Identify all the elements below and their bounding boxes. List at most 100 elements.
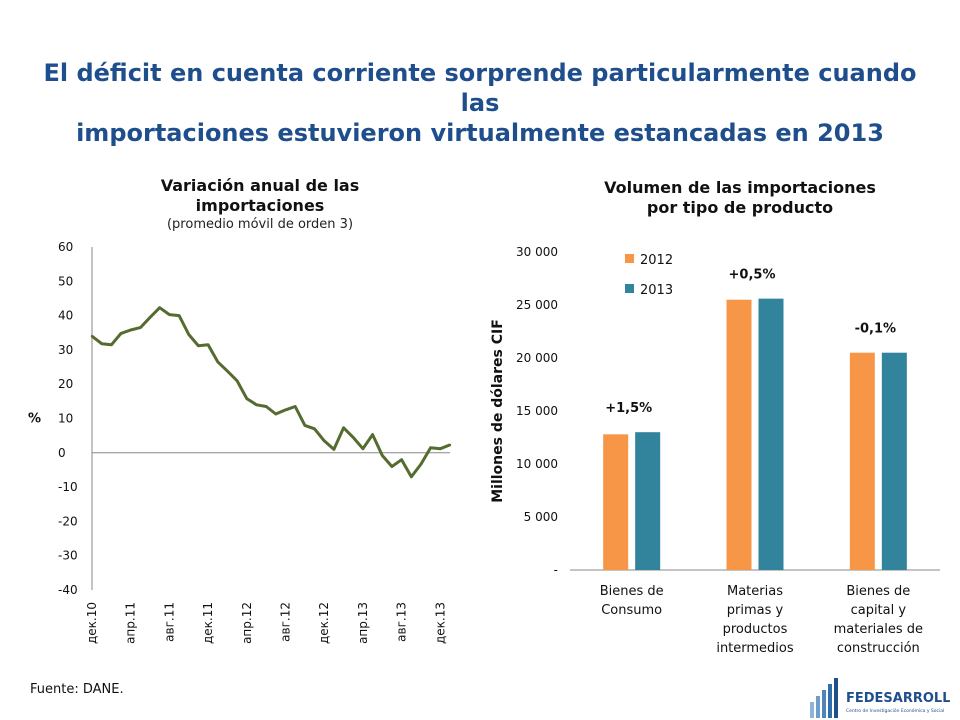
line-chart-data-point	[245, 397, 249, 400]
line-chart-x-tick-label: дек.10	[85, 602, 99, 644]
bar-2013-cat-3	[881, 352, 907, 570]
line-chart-data-point	[352, 436, 355, 439]
bar-chart-category-label: productos	[723, 622, 788, 637]
bar-chart-category-label: Materias	[727, 584, 783, 599]
line-chart-x-tick-label: авг.13	[395, 602, 409, 642]
line-chart-x-tick-label: апр.11	[124, 602, 138, 644]
line-chart-data-point	[293, 405, 297, 408]
line-chart-x-tick-label: дек.12	[317, 602, 331, 644]
line-chart-data-point	[439, 447, 442, 450]
logo-subtext: Centro de Investigación Económica y Soci…	[846, 707, 944, 714]
line-chart-data-point	[303, 424, 307, 427]
bar-2013-cat-2	[758, 298, 784, 570]
line-chart-data-point	[361, 447, 365, 450]
line-chart-data-point	[400, 458, 403, 461]
line-chart-data-point	[226, 369, 229, 373]
bar-chart-y-tick-label: -	[554, 563, 558, 577]
line-chart-data-point	[90, 334, 94, 338]
line-chart-data-point	[342, 426, 345, 429]
bar-chart-y-tick-label: 10 000	[516, 457, 558, 471]
line-chart-data-point	[313, 427, 316, 430]
logo-bars-icon	[810, 678, 838, 718]
line-chart-data-point	[381, 454, 384, 457]
line-chart: 60 50 40 30 20 10 0 -10 -20 -30 -40% дек.10 апр.11 ав…	[28, 240, 452, 644]
slide-title: El déficit en cuenta corriente sorprende…	[20, 58, 940, 148]
bar-chart-annotation: +1,5%	[605, 401, 652, 416]
bar-chart-category-label: Consumo	[601, 603, 662, 618]
line-chart-y-tick-label: 50	[58, 274, 73, 288]
bar-chart-annotation: +0,5%	[729, 268, 776, 283]
line-chart-title: Variación anual de las importaciones	[160, 176, 360, 215]
legend-swatch-2013	[625, 284, 634, 293]
line-chart-data-point	[255, 403, 258, 406]
line-chart-data-point	[448, 443, 452, 447]
bar-chart-category-label: intermedios	[716, 641, 794, 656]
line-chart-data-point	[139, 326, 142, 329]
line-chart-series-line	[91, 306, 451, 479]
line-chart-heading: Variación anual de las importaciones (pr…	[90, 176, 430, 234]
line-chart-data-point	[235, 379, 239, 382]
line-chart-x-tick-label: авг.11	[162, 602, 176, 642]
bar-2012-cat-3	[849, 352, 875, 570]
line-chart-subtitle: (promedio móvil de orden 3)	[166, 217, 354, 232]
line-chart-data-point	[410, 475, 413, 479]
line-chart-data-point	[158, 306, 161, 309]
bar-chart-category-label: Bienes de	[846, 584, 910, 599]
fedesarrollo-logo: FEDESARROLLO Centro de Investigación Eco…	[810, 678, 950, 718]
line-chart-data-point	[119, 332, 123, 335]
line-chart-x-tick-label: дек.13	[433, 602, 447, 644]
line-chart-y-tick-label: -20	[58, 514, 78, 528]
line-chart-data-point	[100, 342, 103, 345]
bar-chart: 30 000 25 000 20 000 15 000 10 000 5 000 - Mill…	[490, 245, 940, 656]
line-chart-y-tick-label: -30	[58, 549, 78, 563]
bar-chart-y-tick-label: 15 000	[516, 404, 558, 418]
line-chart-x-tick-label: дек.11	[201, 602, 215, 644]
bar-chart-y-tick-label: 25 000	[516, 298, 558, 312]
line-chart-y-tick-label: 10	[58, 412, 73, 426]
line-chart-y-tick-label: 0	[58, 446, 66, 460]
line-chart-data-point	[429, 446, 432, 449]
legend-label-2012: 2012	[640, 253, 673, 268]
bar-chart-annotation: -0,1%	[855, 322, 896, 337]
line-chart-data-point	[206, 343, 210, 346]
bar-chart-y-label: Millones de dólares CIF	[490, 319, 506, 503]
source-note: Fuente: DANE.	[30, 682, 124, 697]
line-chart-data-point	[274, 412, 278, 416]
line-chart-data-point	[419, 462, 423, 466]
line-chart-data-point	[284, 408, 287, 412]
line-chart-x-tick-label: авг.12	[279, 602, 293, 642]
bar-chart-category-label: Bienes de	[600, 584, 664, 599]
bar-chart-category-label: materiales de	[834, 622, 923, 637]
line-chart-x-tick-label: апр.12	[240, 602, 254, 644]
line-chart-data-point	[197, 344, 200, 347]
line-chart-y-label: %	[28, 412, 41, 427]
bar-chart-category-label: primas y	[727, 603, 784, 618]
bar-chart-category-label: construcción	[837, 641, 920, 656]
line-chart-y-tick-label: 60	[58, 240, 73, 254]
bar-2013-cat-1	[635, 432, 661, 570]
slide-title-line-2: importaciones estuvieron virtualmente es…	[76, 119, 884, 147]
bar-chart-y-tick-label: 5 000	[524, 510, 558, 524]
line-chart-data-point	[323, 439, 326, 442]
line-chart-x-tick-label: апр.13	[356, 602, 370, 644]
line-chart-y-tick-label: 20	[58, 377, 73, 391]
line-chart-data-point	[129, 328, 132, 332]
bar-chart-heading: Volumen de las importaciones por tipo de…	[560, 178, 920, 218]
line-chart-data-point	[177, 314, 181, 317]
bar-2012-cat-1	[603, 434, 629, 570]
line-chart-data-point	[332, 448, 336, 451]
bar-chart-category-label: capital y	[851, 603, 907, 618]
line-chart-y-tick-label: 30	[58, 343, 73, 357]
bar-2012-cat-2	[726, 299, 752, 570]
line-chart-y-tick-label: -40	[58, 583, 78, 597]
line-chart-data-point	[187, 333, 190, 336]
line-chart-y-tick-label: 40	[58, 309, 73, 323]
legend-label-2013: 2013	[640, 283, 673, 298]
line-chart-data-point	[216, 360, 219, 364]
bar-chart-y-tick-label: 20 000	[516, 351, 558, 365]
line-chart-data-point	[264, 405, 268, 408]
line-chart-data-point	[390, 465, 394, 468]
line-chart-data-point	[148, 316, 152, 319]
legend-swatch-2012	[625, 254, 634, 263]
bar-chart-y-tick-label: 30 000	[516, 245, 558, 259]
